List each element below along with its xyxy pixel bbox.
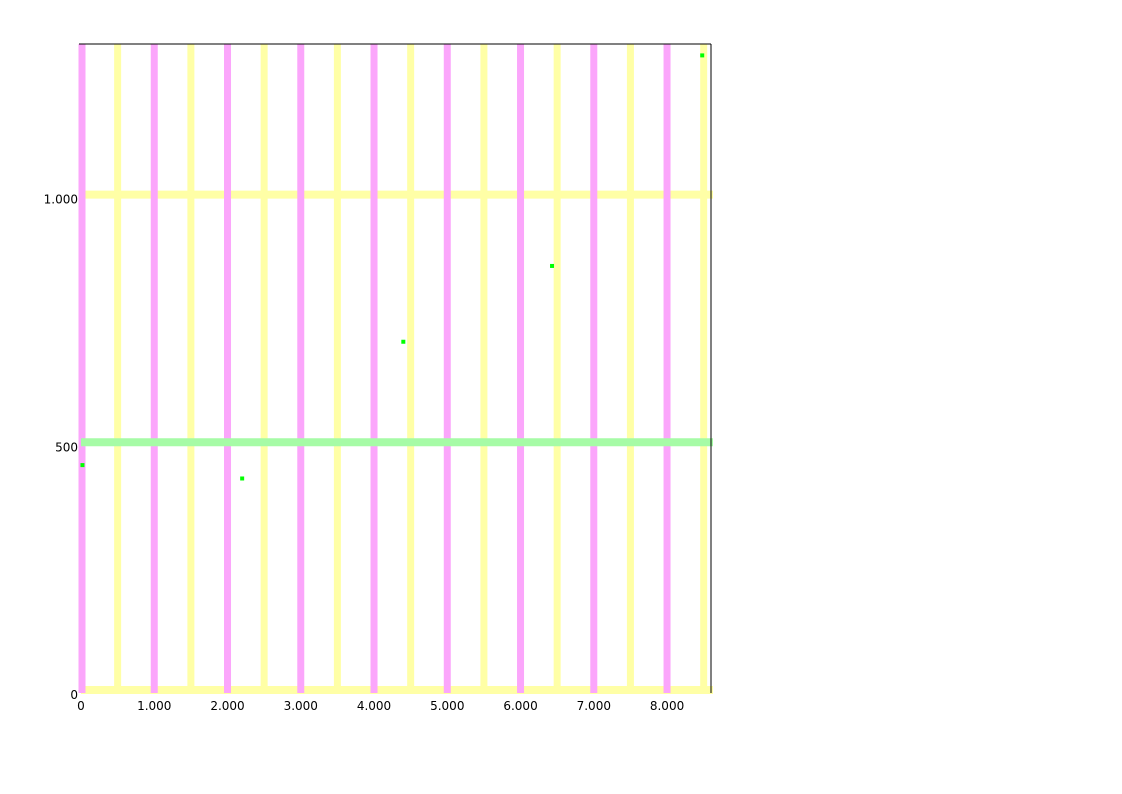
- x-tick-label: 0: [77, 699, 85, 713]
- x-tick-label: 1.000: [137, 699, 171, 713]
- x-tick-label: 2.000: [210, 699, 244, 713]
- x-tick-label: 8.000: [650, 699, 684, 713]
- x-tick-label: 3.000: [284, 699, 318, 713]
- x-tick-label: 5.000: [430, 699, 464, 713]
- data-point: [401, 339, 406, 344]
- y-axis-tick-labels: 0 500 1.000: [44, 193, 78, 702]
- data-point: [700, 53, 705, 58]
- x-tick-label: 7.000: [577, 699, 611, 713]
- data-point: [80, 463, 85, 468]
- axis-frame: [79, 43, 712, 693]
- x-tick-label: 6.000: [503, 699, 537, 713]
- y-tick-label: 1.000: [44, 193, 78, 207]
- y-tick-label: 500: [55, 440, 78, 454]
- x-axis-tick-labels: 0 1.000 2.000 3.000 4.000 5.000 6.000 7.000 8.00…: [77, 699, 684, 713]
- data-point: [550, 263, 555, 268]
- data-points: [80, 53, 705, 481]
- y-tick-label: 0: [70, 688, 78, 702]
- x-tick-label: 4.000: [357, 699, 391, 713]
- grid-layer: [78, 44, 713, 694]
- data-point: [240, 476, 245, 481]
